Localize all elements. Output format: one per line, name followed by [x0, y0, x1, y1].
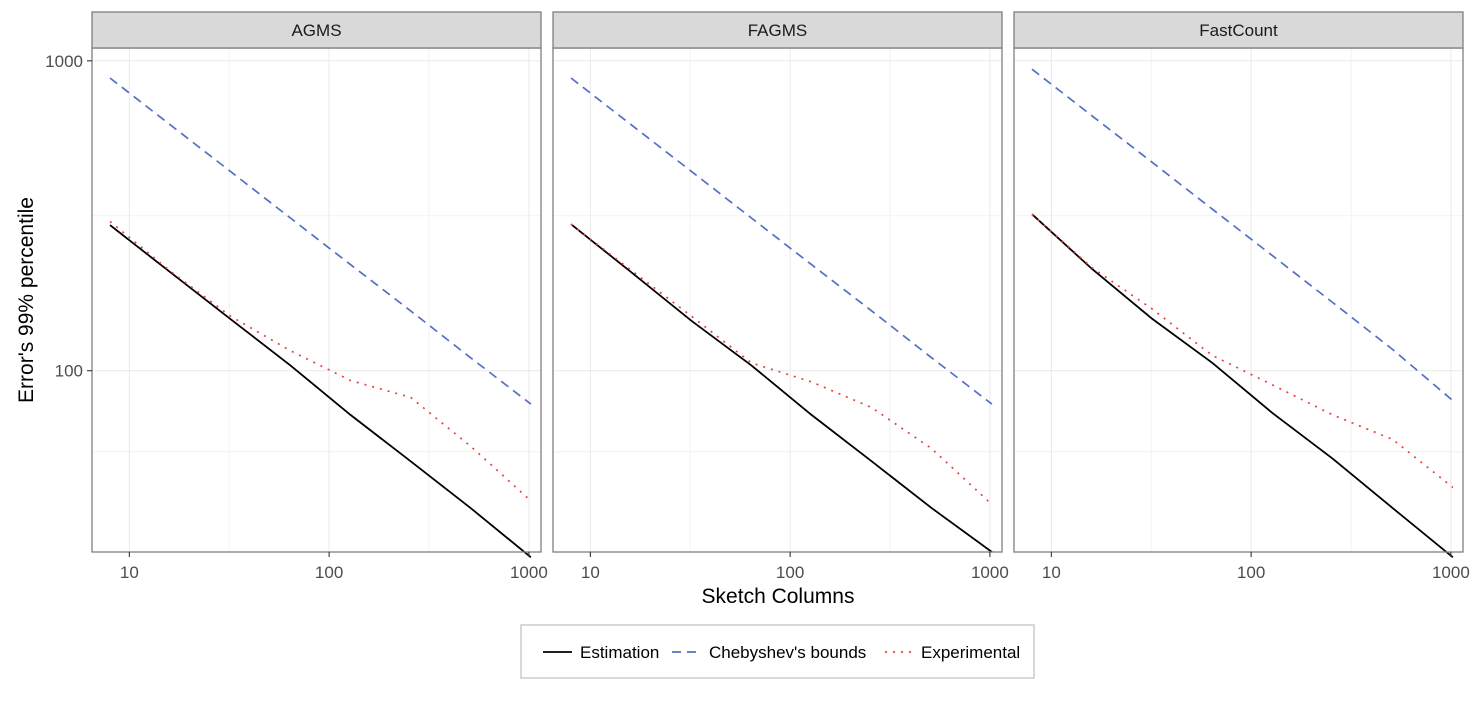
y-tick-label: 100: [55, 362, 83, 381]
facet-strip: [1013, 11, 1464, 49]
legend-box: [520, 624, 1035, 679]
series-line-chebyshev-s-bounds: [109, 77, 532, 405]
x-tick-label: 1000: [510, 563, 548, 582]
legend: Estimation Chebyshev's bounds Experimental: [520, 624, 1035, 679]
series-line-estimation: [1031, 213, 1454, 558]
series-line-estimation: [570, 223, 993, 553]
series-line-chebyshev-s-bounds: [570, 77, 993, 405]
x-tick-label: 100: [315, 563, 343, 582]
panel-background: [553, 48, 1002, 552]
y-axis: 100 1000: [45, 52, 92, 381]
facet-panel-agms: AGMS 10 100 1000: [91, 11, 548, 582]
legend-item-chebyshev-s-bounds: Chebyshev's bounds: [672, 643, 866, 662]
legend-item-experimental: Experimental: [885, 643, 1020, 662]
x-tick-label: 1000: [971, 563, 1009, 582]
facet-strip: [552, 11, 1003, 49]
legend-item-estimation: Estimation: [543, 643, 659, 662]
x-tick-label: 10: [1042, 563, 1061, 582]
series-line-experimental: [109, 220, 532, 502]
legend-label: Estimation: [580, 643, 659, 662]
series-line-experimental: [570, 223, 993, 506]
panel-background: [1014, 48, 1463, 552]
x-tick-label: 100: [776, 563, 804, 582]
facet-strip-label: FastCount: [1199, 21, 1278, 40]
legend-label: Chebyshev's bounds: [709, 643, 866, 662]
legend-label: Experimental: [921, 643, 1020, 662]
x-tick-label: 10: [120, 563, 139, 582]
x-axis-title: Sketch Columns: [702, 585, 855, 608]
facet-strip-label: AGMS: [291, 21, 341, 40]
x-tick-label: 100: [1237, 563, 1265, 582]
series-line-estimation: [109, 224, 532, 558]
panel-background: [92, 48, 541, 552]
facet-strip-label: FAGMS: [748, 21, 808, 40]
series-line-experimental: [1031, 213, 1454, 489]
y-tick-label: 1000: [45, 52, 83, 71]
y-axis-title: Error's 99% percentile: [15, 197, 38, 403]
x-tick-label: 1000: [1432, 563, 1470, 582]
facet-panels: AGMS 10 100 1000 FAGMS 10 100 1000 FastCount 10 10…: [91, 11, 1470, 582]
x-tick-label: 10: [581, 563, 600, 582]
facet-panel-fastcount: FastCount 10 100 1000: [1013, 11, 1470, 582]
facet-panel-fagms: FAGMS 10 100 1000: [552, 11, 1009, 582]
facet-strip: [91, 11, 542, 49]
